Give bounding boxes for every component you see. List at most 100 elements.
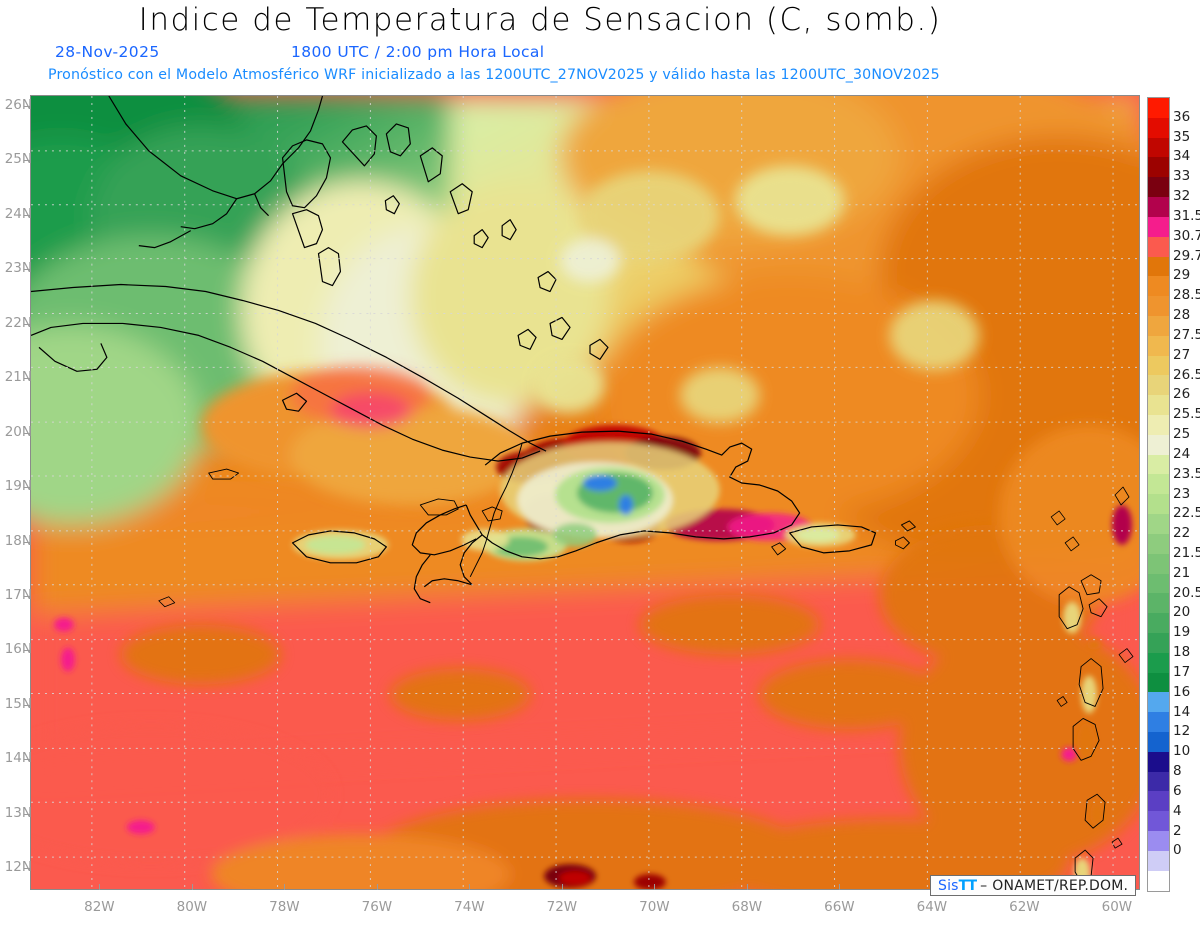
colorbar-tick-label: 12 <box>1173 723 1191 740</box>
colorbar-cell <box>1148 335 1169 356</box>
colorbar-cell <box>1148 355 1169 376</box>
colorbar-tick-label: 6 <box>1173 782 1182 799</box>
colorbar-tick-label: 23 <box>1173 485 1191 502</box>
colorbar-cell <box>1148 395 1169 415</box>
longitude-tick-label: 68W <box>731 899 763 915</box>
longitude-tick-mark <box>469 884 471 890</box>
colorbar-tick-label: 23.5 <box>1173 465 1200 482</box>
latitude-tick-label: 15N <box>4 695 32 712</box>
colorbar-tick-label: 21.5 <box>1173 544 1200 561</box>
colorbar-cell <box>1148 652 1169 673</box>
latitude-tick-mark <box>24 759 30 761</box>
colorbar-cell <box>1148 791 1169 812</box>
latitude-tick-label: 24N <box>4 205 32 222</box>
latitude-tick-label: 17N <box>4 586 32 603</box>
longitude-tick-label: 72W <box>546 899 578 915</box>
colorbar-cell <box>1148 732 1169 752</box>
latitude-tick-label: 20N <box>4 423 32 440</box>
colorbar-cell <box>1148 197 1169 217</box>
colorbar-cell <box>1148 870 1169 891</box>
longitude-tick-mark <box>376 884 378 890</box>
longitude-tick-label: 80W <box>176 899 208 915</box>
longitude-tick-label: 76W <box>361 899 393 915</box>
colorbar-tick-label: 25.5 <box>1173 406 1200 423</box>
latitude-tick-label: 26N <box>4 96 32 113</box>
longitude-tick-label: 66W <box>824 899 855 915</box>
latitude-tick-mark <box>24 378 30 380</box>
colorbar-tick-label: 0 <box>1173 842 1182 859</box>
colorbar-tick-label: 28 <box>1173 307 1191 324</box>
colorbar-cell <box>1148 831 1169 851</box>
colorbar-cell <box>1148 434 1169 455</box>
colorbar-tick-label: 2 <box>1173 822 1182 839</box>
colorbar-cell <box>1148 751 1169 772</box>
colorbar-cell <box>1148 216 1169 237</box>
colorbar-tick-label: 20 <box>1173 604 1191 621</box>
logo-tt-icon: TT <box>958 877 977 894</box>
colorbar[interactable] <box>1147 97 1170 892</box>
colorbar-tick-label: 21 <box>1173 564 1191 581</box>
colorbar-cell <box>1148 117 1169 138</box>
colorbar-tick-label: 36 <box>1173 108 1191 125</box>
colorbar-cell <box>1148 672 1169 693</box>
colorbar-cell <box>1148 494 1169 515</box>
latitude-tick-mark <box>24 487 30 489</box>
colorbar-tick-label: 16 <box>1173 683 1191 700</box>
colorbar-cell <box>1148 514 1169 534</box>
colorbar-cell <box>1148 553 1169 574</box>
colorbar-tick-label: 10 <box>1173 743 1191 760</box>
colorbar-cell <box>1148 315 1169 336</box>
map-canvas[interactable] <box>30 95 1140 890</box>
longitude-tick-mark <box>561 884 563 890</box>
longitude-tick-label: 74W <box>454 899 485 915</box>
longitude-tick-label: 60W <box>1101 899 1133 915</box>
colorbar-tick-label: 14 <box>1173 703 1191 720</box>
forecast-date: 28-Nov-2025 <box>55 43 160 61</box>
credit-separator: – <box>980 877 988 894</box>
latitude-tick-mark <box>24 323 30 325</box>
latitude-tick-label: 18N <box>4 532 32 549</box>
forecast-time: 1800 UTC / 2:00 pm Hora Local <box>291 43 545 61</box>
latitude-tick-mark <box>24 704 30 706</box>
longitude-tick-mark <box>191 884 193 890</box>
colorbar-tick-label: 29.7 <box>1173 247 1200 264</box>
longitude-tick-mark <box>746 884 748 890</box>
colorbar-tick-label: 29 <box>1173 267 1191 284</box>
colorbar-cell <box>1148 771 1169 792</box>
latitude-tick-mark <box>24 269 30 271</box>
latitude-tick-label: 21N <box>4 369 32 386</box>
latitude-tick-mark <box>24 868 30 870</box>
longitude-tick-label: 82W <box>84 899 115 915</box>
latitude-tick-mark <box>24 541 30 543</box>
colorbar-cell <box>1148 375 1169 396</box>
colorbar-cell <box>1148 296 1169 316</box>
header-subline: 28-Nov-2025 1800 UTC / 2:00 pm Hora Loca… <box>0 43 1160 63</box>
colorbar-cell <box>1148 533 1169 554</box>
colorbar-tick-label: 35 <box>1173 128 1191 145</box>
latitude-tick-mark <box>24 160 30 162</box>
credit-organization: ONAMET/REP.DOM. <box>992 877 1129 894</box>
map-gridlines <box>31 96 1139 889</box>
colorbar-tick-label: 26.5 <box>1173 366 1200 383</box>
latitude-tick-mark <box>24 595 30 597</box>
logo-sis-text: Sis <box>938 877 959 894</box>
colorbar-cell <box>1148 256 1169 277</box>
colorbar-tick-label: 4 <box>1173 802 1182 819</box>
colorbar-cell <box>1148 474 1169 495</box>
latitude-tick-label: 19N <box>4 478 32 495</box>
colorbar-cell <box>1148 137 1169 158</box>
colorbar-tick-label: 33 <box>1173 168 1191 185</box>
colorbar-cell <box>1148 712 1169 732</box>
colorbar-tick-label: 19 <box>1173 624 1191 641</box>
longitude-tick-mark <box>284 884 286 890</box>
longitude-tick-mark <box>654 884 656 890</box>
credit-badge[interactable]: Sis TT – ONAMET/REP.DOM. <box>930 875 1137 896</box>
colorbar-tick-label: 22 <box>1173 525 1191 542</box>
colorbar-cell <box>1148 850 1169 871</box>
latitude-tick-mark <box>24 214 30 216</box>
colorbar-cell <box>1148 454 1169 475</box>
longitude-tick-mark <box>839 884 841 890</box>
colorbar-cell <box>1148 632 1169 653</box>
latitude-tick-label: 14N <box>4 750 32 767</box>
